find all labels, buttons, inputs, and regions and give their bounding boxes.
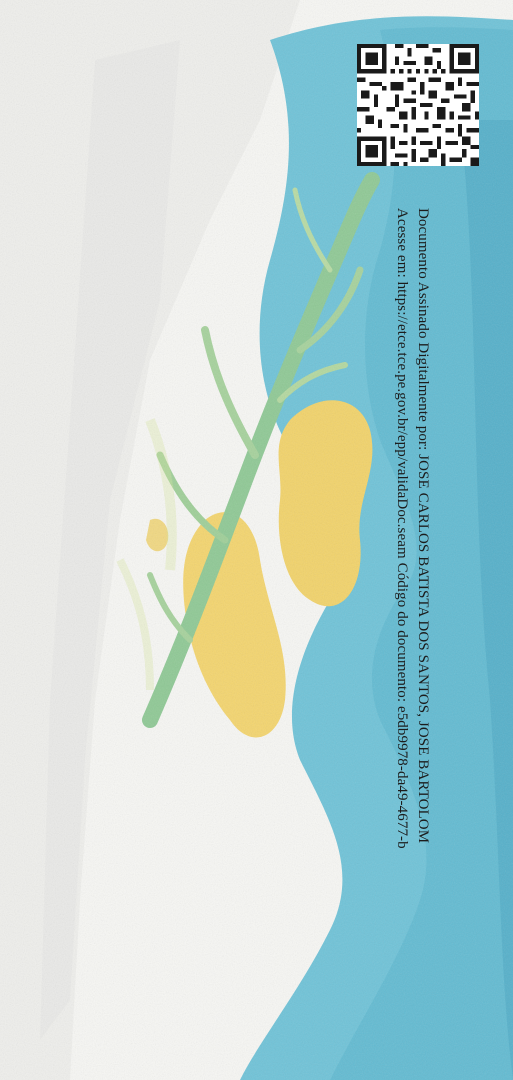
- qr-modules: [357, 44, 479, 166]
- yellow-shape-upper: [278, 400, 373, 607]
- qr-finder-patterns: [357, 44, 479, 166]
- blue-wave-shade: [330, 27, 513, 1080]
- validation-url-line[interactable]: Acesse em: https://etce.tce.pe.gov.br/ep…: [394, 208, 410, 849]
- grey-speckle-area: [0, 0, 300, 1080]
- green-branch: [142, 172, 380, 728]
- qr-code-icon[interactable]: [357, 44, 479, 166]
- signature-stamp-line: Documento Assinado Digitalmente por: JOS…: [415, 208, 431, 844]
- faint-fronds: [116, 418, 177, 691]
- blue-wave-dark-edge: [460, 120, 513, 1080]
- yellow-speck: [146, 518, 169, 552]
